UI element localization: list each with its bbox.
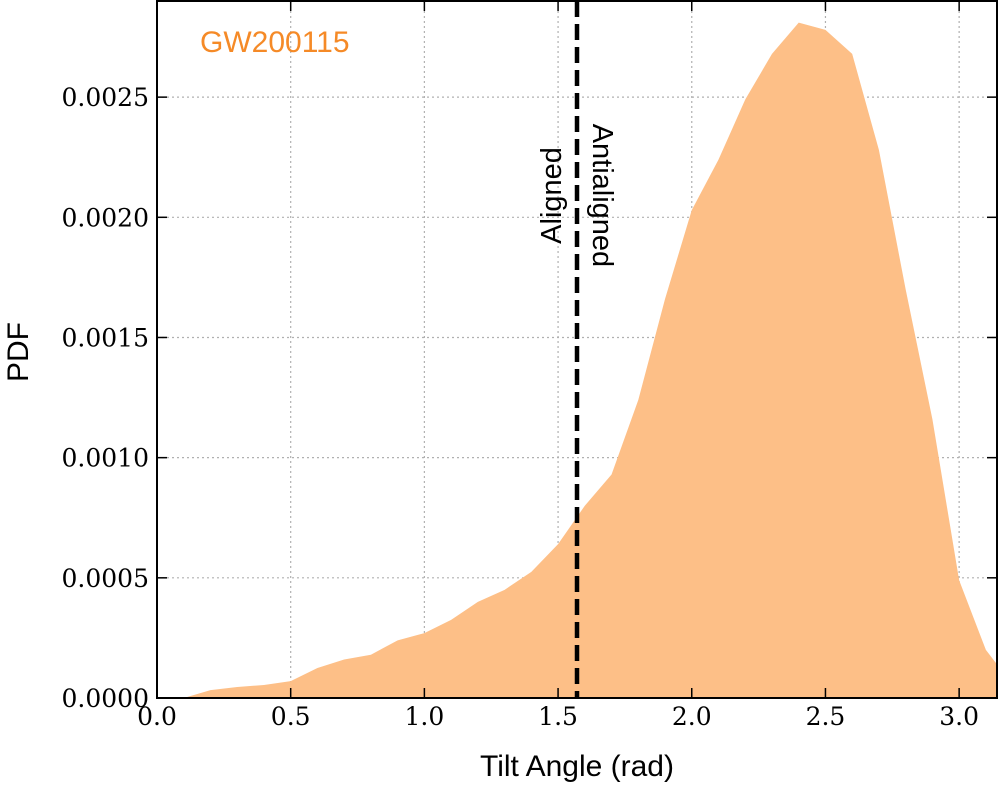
area (183, 22, 997, 698)
marks: Aligned Antialigned (183, 1, 997, 698)
plot-frame (156, 0, 998, 699)
annotation: Antialigned (586, 124, 618, 268)
x-tick-label: 1.0 (404, 702, 444, 731)
x-tick-label: 1.5 (538, 702, 578, 731)
x-tick-label: 3.0 (939, 702, 979, 731)
x-tick-label: 0.5 (271, 702, 311, 731)
x-tick-label: 2.5 (806, 702, 846, 731)
y-tick-label: 0.0000 (62, 684, 149, 713)
y-tick-label: 0.0020 (62, 203, 149, 232)
y-tick-label: 0.0025 (62, 83, 149, 112)
ticks: 0.0 0.5 1.0 1.5 2.0 2.5 3.0 0.0000 0.0005 0.0010 0… (62, 0, 998, 731)
y-axis-label: PDF (2, 322, 35, 382)
x-tick-label: 2.0 (672, 702, 712, 731)
y-tick-label: 0.0010 (62, 444, 149, 473)
annotation: Aligned (536, 147, 568, 244)
y-tick-label: 0.0005 (62, 564, 149, 593)
y-tick-label: 0.0015 (62, 323, 149, 352)
series-label: GW200115 (200, 26, 350, 59)
x-axis-label: Tilt Angle (rad) (480, 750, 674, 783)
x-tick-label: 0.0 (137, 702, 177, 731)
